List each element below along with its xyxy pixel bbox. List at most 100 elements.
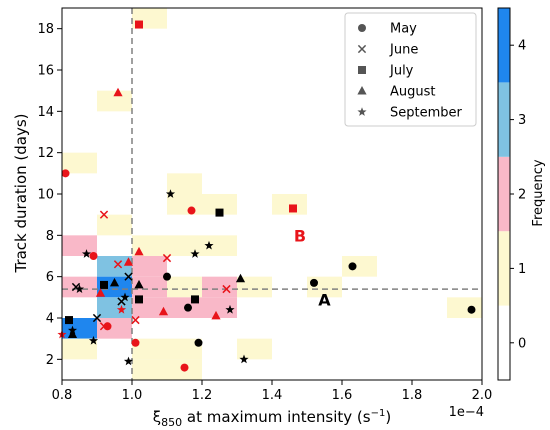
heatmap-cell	[237, 338, 272, 360]
heatmap-cell	[202, 235, 237, 256]
data-point	[120, 292, 130, 302]
data-point	[100, 280, 108, 289]
data-point	[99, 322, 109, 331]
annotation-label: B	[294, 227, 306, 246]
data-point	[131, 315, 140, 325]
x-axis-title: ξ850 at maximum intensity (s−1)	[153, 408, 391, 429]
heatmap-cell	[62, 235, 97, 256]
y-tick-label: 8	[46, 229, 54, 244]
heatmap-cell	[97, 256, 132, 277]
heatmap-cell	[237, 276, 272, 298]
data-points	[57, 20, 476, 372]
y-tick-label: 16	[37, 64, 54, 79]
data-point	[88, 335, 99, 345]
data-point	[204, 240, 214, 250]
data-point	[165, 189, 176, 198]
data-point	[74, 284, 85, 293]
data-point	[211, 310, 221, 320]
data-point	[92, 313, 102, 323]
heatmap-cell	[97, 214, 132, 236]
heatmap-cell	[167, 276, 202, 298]
data-point	[180, 363, 189, 372]
legend-marker	[358, 66, 366, 74]
data-point	[239, 354, 249, 364]
data-point	[190, 249, 200, 258]
colorbar-band	[498, 156, 510, 232]
data-point	[163, 272, 171, 281]
colorbar-tick-label: 3	[518, 113, 526, 128]
colorbar-tick-label: 4	[518, 39, 526, 54]
colorbar-tick-label: 2	[518, 188, 526, 203]
legend-label: September	[390, 106, 463, 121]
colorbar-tick-label: 0	[518, 336, 526, 351]
reference-lines	[62, 8, 482, 380]
heatmap-cell	[342, 256, 377, 277]
legend-marker	[357, 107, 367, 116]
colorbar-tick-label: 1	[518, 262, 526, 277]
colorbar-band	[498, 82, 510, 157]
data-point	[235, 273, 246, 283]
y-tick-label: 6	[46, 270, 54, 285]
legend-marker	[357, 86, 367, 95]
colorbar: 0 1 2 3 4 Frequency	[497, 7, 546, 381]
data-point	[123, 356, 134, 366]
data-point	[162, 253, 172, 263]
heatmap-cell	[202, 276, 237, 298]
colorbar-band	[498, 231, 510, 306]
heatmap-cell	[132, 276, 167, 298]
x-axis-multiplier: 1e−4	[449, 405, 484, 420]
data-point	[135, 295, 143, 304]
data-point	[134, 279, 144, 289]
data-point	[123, 257, 134, 266]
data-point	[81, 249, 92, 258]
data-point	[467, 305, 476, 314]
heatmap-cell	[132, 359, 167, 380]
heatmap-cell	[167, 235, 202, 256]
annotation-label: A	[318, 291, 331, 310]
y-tick-label: 4	[46, 312, 54, 327]
data-point	[99, 210, 109, 219]
heatmap-cell	[167, 173, 202, 194]
legend-label: June	[389, 43, 418, 58]
data-point	[348, 262, 357, 271]
data-point	[95, 288, 106, 297]
data-point	[67, 329, 78, 339]
data-point	[124, 272, 133, 281]
data-point	[225, 304, 235, 314]
data-point	[67, 325, 78, 335]
x-tick-label: 1.8	[402, 388, 423, 403]
annotations: AB	[294, 227, 331, 310]
y-tick-label: 10	[37, 188, 54, 203]
data-point	[116, 304, 127, 314]
colorbar-label: Frequency	[531, 159, 546, 226]
legend-label: May	[390, 22, 417, 37]
x-tick-label: 1.2	[192, 388, 213, 403]
x-tick-label: 2.0	[472, 388, 493, 403]
legend-box	[344, 12, 477, 127]
heatmap-cell	[202, 194, 237, 215]
data-point	[89, 252, 98, 260]
x-axis-ticks: 0.8 1.0 1.2 1.4 1.6 1.8 2.0	[52, 380, 493, 403]
heatmap-cell	[97, 90, 132, 112]
y-axis-ticks: 2 4 6 8 10 12 14 16 18	[37, 22, 62, 368]
legend-marker	[357, 44, 367, 54]
data-point	[131, 338, 140, 347]
heatmap-cell	[167, 338, 202, 360]
data-point	[184, 303, 192, 312]
heatmap-cell	[272, 194, 307, 215]
data-point	[191, 295, 199, 304]
heatmap-cell	[132, 256, 167, 277]
x-tick-label: 1.0	[122, 388, 143, 403]
data-point	[65, 316, 73, 325]
y-axis-title: Track duration (days)	[12, 113, 30, 273]
colorbar-band	[498, 305, 510, 380]
legend-label: July	[389, 64, 414, 79]
data-point	[113, 260, 123, 269]
heatmap-cell	[202, 297, 237, 318]
legend: May June July August September	[344, 12, 477, 127]
y-tick-label: 18	[37, 22, 54, 37]
data-point	[135, 20, 143, 29]
y-tick-label: 2	[46, 353, 54, 368]
data-point	[187, 206, 196, 215]
